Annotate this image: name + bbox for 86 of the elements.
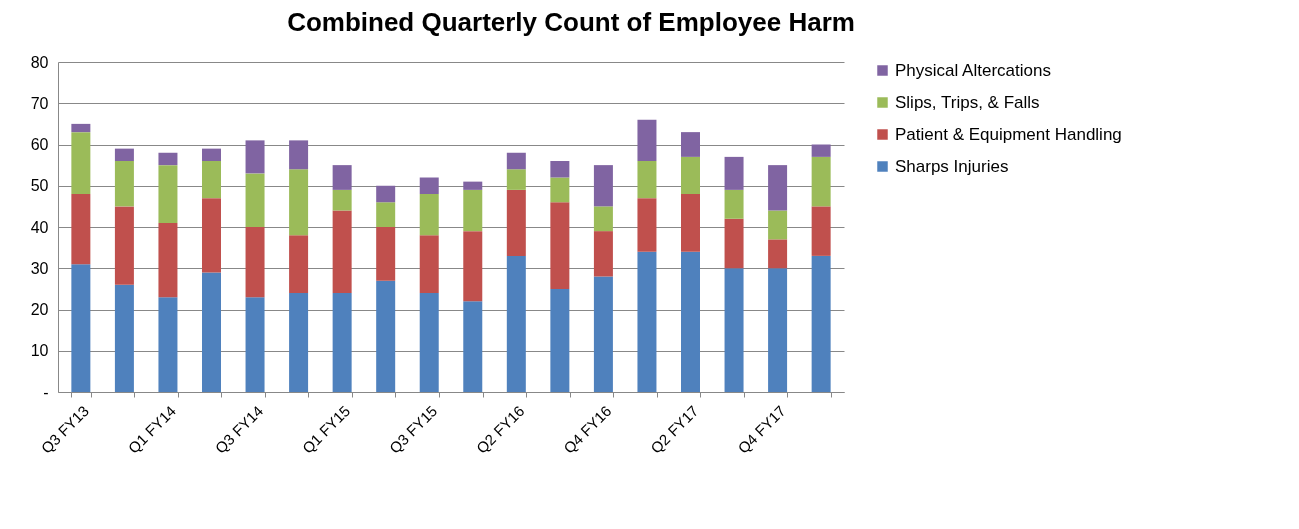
bar xyxy=(463,301,483,392)
legend-label: Physical Altercations xyxy=(895,60,1051,80)
bar xyxy=(550,288,570,392)
y-tick-label: 70 xyxy=(30,94,49,112)
bar xyxy=(114,148,134,161)
bar xyxy=(332,210,352,293)
bar xyxy=(506,255,526,392)
y-tick-label: 60 xyxy=(30,136,49,153)
bar xyxy=(550,177,570,203)
bar xyxy=(376,202,396,227)
bar xyxy=(637,119,657,161)
bar xyxy=(332,165,352,190)
bar xyxy=(376,185,396,203)
bar xyxy=(463,231,483,302)
y-tick-label: 80 xyxy=(30,53,49,71)
bar xyxy=(550,202,570,289)
y-tick-label: 10 xyxy=(30,342,49,360)
bar xyxy=(811,255,831,392)
bar xyxy=(376,227,396,281)
legend-label: Sharps Injuries xyxy=(895,156,1009,176)
bar xyxy=(245,173,265,227)
bar xyxy=(463,189,483,232)
bar xyxy=(550,161,570,178)
bar xyxy=(724,189,744,219)
bar xyxy=(637,161,657,199)
bar xyxy=(637,198,657,252)
bar xyxy=(593,206,613,232)
bar xyxy=(637,251,657,392)
bar xyxy=(202,161,221,199)
chart-title: Combined Quarterly Count of Employee Harm xyxy=(287,7,855,37)
bar xyxy=(332,189,352,211)
bar xyxy=(114,284,134,392)
y-tick-label: - xyxy=(43,383,49,401)
bar xyxy=(724,218,744,269)
bar xyxy=(768,239,788,269)
bar xyxy=(245,297,265,392)
bar xyxy=(768,165,788,211)
bar xyxy=(158,297,178,392)
bar xyxy=(419,177,439,194)
bar xyxy=(724,156,744,190)
bar xyxy=(463,181,483,190)
bar xyxy=(245,140,265,174)
bar xyxy=(593,165,613,207)
bar xyxy=(289,293,309,392)
bar xyxy=(158,152,178,166)
bar xyxy=(681,132,700,157)
bar xyxy=(158,222,178,298)
legend-label: Slips, Trips, & Falls xyxy=(895,92,1040,112)
bar xyxy=(811,206,831,256)
bar xyxy=(114,161,134,207)
y-tick-label: 30 xyxy=(30,259,49,277)
bar xyxy=(202,148,221,161)
bar xyxy=(506,169,526,190)
bar xyxy=(681,194,700,252)
bar xyxy=(289,140,309,170)
bar xyxy=(768,210,788,240)
bar xyxy=(158,165,178,223)
legend-label: Patient & Equipment Handling xyxy=(895,124,1122,144)
bar xyxy=(811,156,831,207)
bar xyxy=(506,152,526,170)
bar xyxy=(376,280,396,392)
bar xyxy=(506,189,526,256)
bar xyxy=(202,272,221,392)
bar xyxy=(289,169,309,236)
bar xyxy=(71,194,91,265)
bar xyxy=(419,293,439,392)
bar xyxy=(593,231,613,277)
bar xyxy=(245,227,265,298)
bar xyxy=(202,198,221,273)
bar xyxy=(114,206,134,285)
bar xyxy=(419,194,439,236)
bar xyxy=(71,264,91,392)
bar xyxy=(289,235,309,293)
bar xyxy=(593,276,613,392)
bar xyxy=(681,156,700,194)
y-tick-label: 20 xyxy=(30,301,49,318)
bar xyxy=(71,123,91,133)
bar xyxy=(768,268,788,392)
y-tick-label: 40 xyxy=(30,218,49,236)
y-tick-label: 50 xyxy=(30,177,49,195)
bar xyxy=(681,251,700,392)
bar xyxy=(71,132,91,194)
bar xyxy=(332,293,352,392)
bar xyxy=(724,268,744,392)
bar xyxy=(419,235,439,293)
bar xyxy=(811,144,831,157)
